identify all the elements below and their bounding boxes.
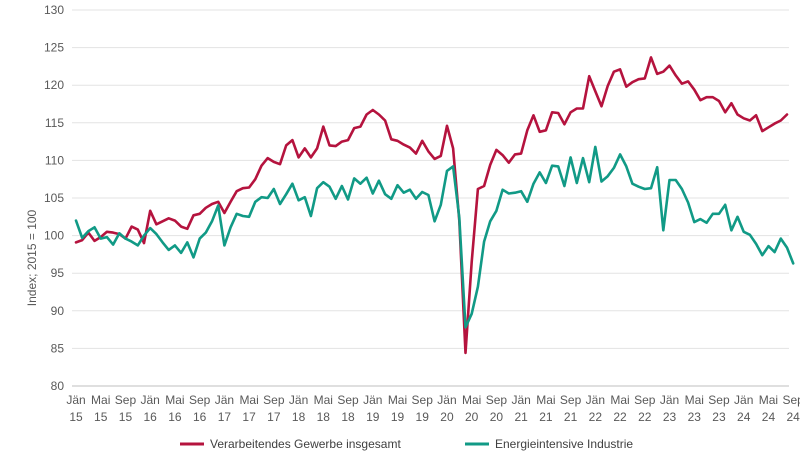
- x-tick-label: Jän: [660, 393, 679, 407]
- x-tick-label: Jän: [586, 393, 605, 407]
- x-tick-label: 23: [663, 410, 677, 424]
- y-axis-tick-labels: 80 85 90 95 100 105 110 115 120 125 130: [44, 3, 64, 393]
- x-tick-label: 23: [688, 410, 702, 424]
- x-tick-label: Mai: [685, 393, 704, 407]
- x-tick-label: 16: [193, 410, 207, 424]
- x-tick-label: Jän: [734, 393, 753, 407]
- x-tick-label: Mai: [462, 393, 481, 407]
- x-tick-label: 24: [787, 410, 800, 424]
- y-tick-label: 85: [51, 341, 65, 355]
- x-tick-label: 17: [242, 410, 256, 424]
- legend-label-gewerbe: Verarbeitendes Gewerbe insgesamt: [210, 437, 401, 451]
- series-lines: [74, 56, 795, 355]
- y-tick-label: 100: [44, 229, 64, 243]
- x-tick-label: 22: [638, 410, 652, 424]
- x-tick-label: Sep: [115, 393, 137, 407]
- y-tick-label: 120: [44, 78, 64, 92]
- x-tick-label: Jän: [215, 393, 234, 407]
- x-tick-label: Mai: [91, 393, 110, 407]
- x-tick-label: Jän: [363, 393, 382, 407]
- x-tick-label: 16: [144, 410, 158, 424]
- x-axis-tick-labels: Jän 15 Mai 15 Sep 15 Jän 16 Mai 16 Sep 16 Jän 17 Mai 17…: [66, 393, 800, 424]
- gridlines: [72, 9, 789, 387]
- y-tick-label: 80: [51, 379, 65, 393]
- y-axis-title: Index; 2015 = 100: [25, 209, 39, 306]
- x-tick-label: Mai: [314, 393, 333, 407]
- x-tick-label: 22: [613, 410, 627, 424]
- y-tick-label: 90: [51, 304, 65, 318]
- x-tick-label: 20: [440, 410, 454, 424]
- x-tick-label: 19: [391, 410, 405, 424]
- x-tick-label: 16: [168, 410, 182, 424]
- x-tick-label: Sep: [189, 393, 211, 407]
- x-tick-label: 19: [366, 410, 380, 424]
- x-tick-label: Mai: [239, 393, 258, 407]
- x-tick-label: Jän: [141, 393, 160, 407]
- x-tick-label: 15: [69, 410, 83, 424]
- x-tick-label: Sep: [560, 393, 582, 407]
- x-tick-label: Mai: [610, 393, 629, 407]
- y-tick-label: 95: [51, 266, 65, 280]
- y-tick-label: 130: [44, 3, 64, 17]
- x-tick-label: 15: [119, 410, 133, 424]
- x-tick-label: 22: [589, 410, 603, 424]
- y-tick-label: 110: [45, 153, 64, 167]
- x-tick-label: 24: [737, 410, 751, 424]
- series-line-energie: [74, 145, 795, 329]
- x-tick-label: Sep: [412, 393, 434, 407]
- x-tick-label: Jän: [289, 393, 308, 407]
- legend-item-gewerbe: Verarbeitendes Gewerbe insgesamt: [180, 437, 401, 451]
- x-tick-label: Jän: [66, 393, 85, 407]
- x-tick-label: Sep: [634, 393, 656, 407]
- x-tick-label: Sep: [263, 393, 285, 407]
- x-tick-label: Mai: [165, 393, 184, 407]
- x-tick-label: 21: [514, 410, 528, 424]
- x-tick-label: Jän: [437, 393, 456, 407]
- x-tick-label: Sep: [486, 393, 508, 407]
- legend-label-energie: Energieintensive Industrie: [495, 437, 633, 451]
- series-line-gewerbe: [74, 56, 789, 355]
- x-tick-label: 21: [564, 410, 578, 424]
- x-tick-label: Mai: [536, 393, 555, 407]
- x-tick-label: 15: [94, 410, 108, 424]
- x-tick-label: Mai: [759, 393, 778, 407]
- x-tick-label: 21: [539, 410, 553, 424]
- y-tick-label: 125: [44, 41, 64, 55]
- x-tick-label: 18: [317, 410, 331, 424]
- x-tick-label: 20: [490, 410, 504, 424]
- y-tick-label: 105: [44, 191, 64, 205]
- x-tick-label: 24: [762, 410, 776, 424]
- x-tick-label: 18: [341, 410, 355, 424]
- x-tick-label: 19: [416, 410, 430, 424]
- x-tick-label: 23: [712, 410, 726, 424]
- x-tick-label: Jän: [511, 393, 530, 407]
- x-tick-label: 20: [465, 410, 479, 424]
- x-tick-label: Sep: [783, 393, 800, 407]
- x-tick-label: 17: [218, 410, 232, 424]
- x-tick-label: Sep: [708, 393, 730, 407]
- x-tick-label: Mai: [388, 393, 407, 407]
- x-tick-label: Sep: [337, 393, 359, 407]
- legend: Verarbeitendes Gewerbe insgesamt Energie…: [180, 437, 633, 451]
- x-tick-label: 18: [292, 410, 306, 424]
- y-tick-label: 115: [45, 116, 64, 130]
- x-tick-label: 17: [267, 410, 281, 424]
- legend-item-energie: Energieintensive Industrie: [465, 437, 633, 451]
